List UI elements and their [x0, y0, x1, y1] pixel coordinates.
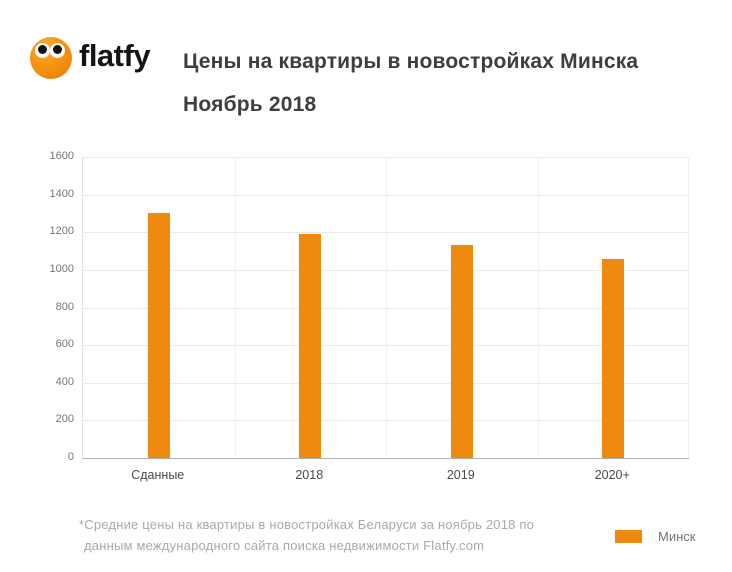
y-tick-label: 800 [55, 300, 74, 313]
logo-text: flatfy [79, 38, 151, 73]
y-tick-label: 600 [55, 338, 74, 351]
logo-left-eye-icon [35, 43, 50, 58]
x-axis: Сданные 2018 2019 2020+ [82, 468, 688, 486]
y-tick-label: 1400 [49, 187, 74, 200]
bar-Сданные[interactable] [147, 213, 170, 458]
y-tick-label: 1000 [49, 262, 74, 275]
x-tick-label: 2019 [446, 468, 475, 482]
page-title: Цены на квартиры в новостройках Минска Н… [183, 40, 638, 126]
x-tick-label: 2020+ [594, 468, 630, 482]
gridline-vertical [688, 157, 689, 458]
bar-2020+[interactable] [602, 258, 625, 458]
legend: Минск [615, 529, 695, 544]
x-tick-label: Сданные [131, 468, 185, 482]
legend-label: Минск [658, 529, 696, 544]
page-title-line2: Ноябрь 2018 [183, 93, 317, 116]
y-tick-label: 200 [55, 413, 74, 426]
footnote-line1: *Средние цены на квартиры в новостройках… [79, 517, 535, 532]
gridline-vertical [234, 157, 236, 458]
bar-2019[interactable] [450, 245, 473, 458]
legend-swatch [615, 530, 642, 543]
footnote-line2: данным международного сайта поиска недви… [84, 538, 485, 553]
page-title-line1: Цены на квартиры в новостройках Минска [183, 50, 639, 73]
y-tick-label: 1200 [49, 225, 74, 238]
y-axis: 0 200 400 600 800 1000 1200 1400 1600 [26, 150, 74, 463]
x-tick-label: 2018 [295, 468, 324, 482]
y-tick-label: 1600 [49, 150, 74, 162]
y-tick-label: 0 [67, 451, 74, 463]
flatfy-logo-icon [30, 37, 72, 79]
gridline-vertical [386, 157, 387, 458]
footnote: *Средние цены на квартиры в новостройках… [79, 514, 534, 556]
logo-right-eye-icon [50, 43, 65, 58]
gridline-vertical [537, 157, 539, 458]
bar-2018[interactable] [299, 234, 322, 458]
chart-plot-area [82, 157, 689, 459]
y-tick-label: 400 [55, 375, 74, 388]
